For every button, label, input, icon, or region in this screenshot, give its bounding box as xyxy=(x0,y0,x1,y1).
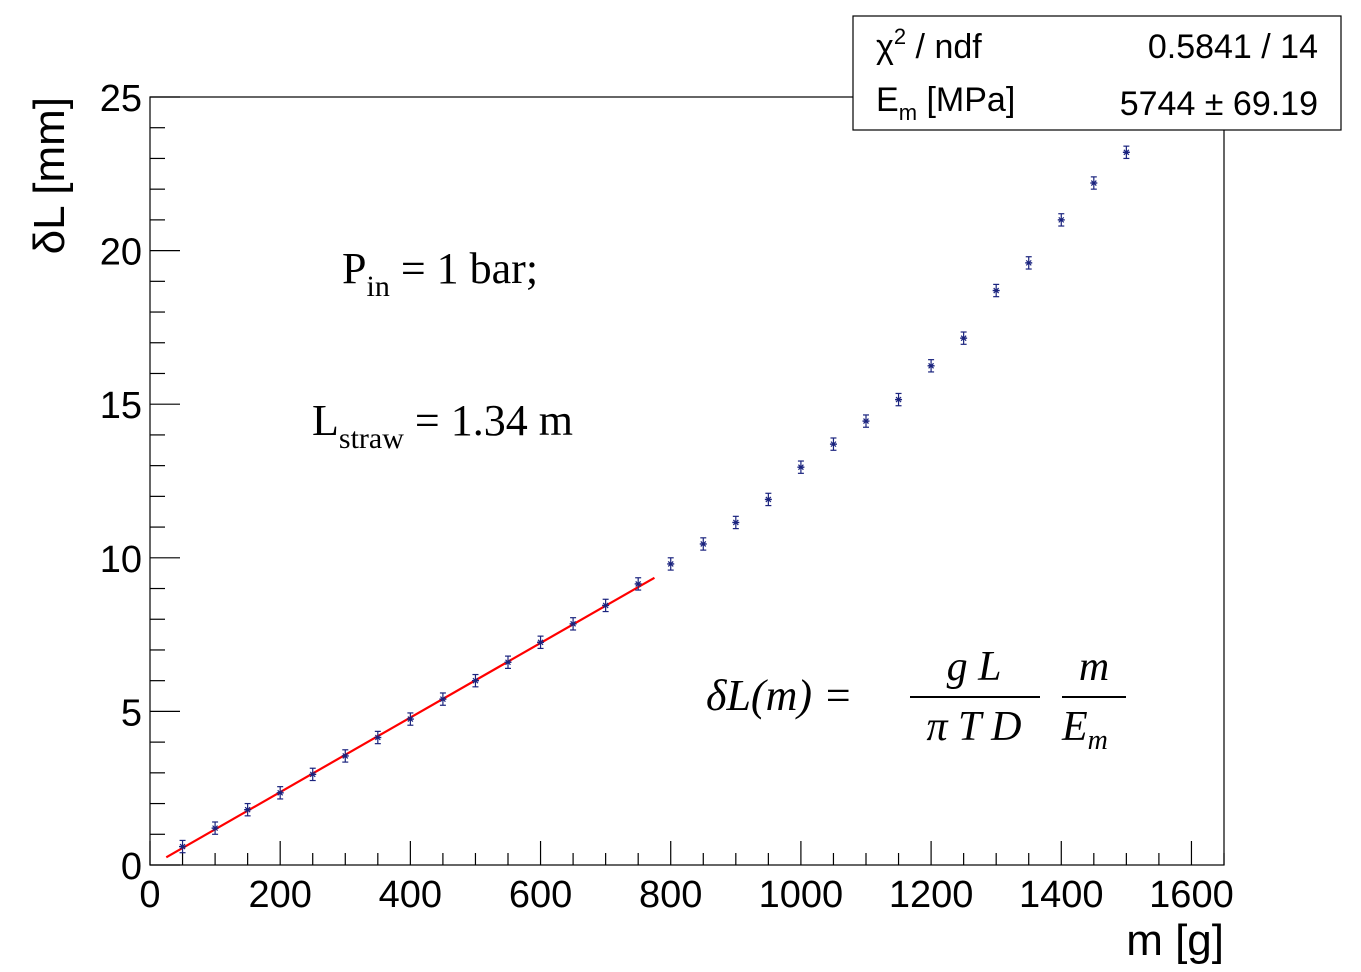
marker-d2 xyxy=(537,639,544,646)
data-point xyxy=(341,749,349,763)
data-point xyxy=(1122,145,1130,160)
stats-box: χ2 / ndf 0.5841 / 14 Em [MPa] 5744 ± 69.… xyxy=(852,15,1342,131)
marker-d2 xyxy=(1090,180,1097,186)
formula-numerator-2: m xyxy=(1079,644,1109,690)
marker-d2 xyxy=(244,806,251,813)
formula-numerator-1: g L xyxy=(947,644,1002,690)
x-tick-label: 1400 xyxy=(1019,874,1104,916)
y-tick-label: 25 xyxy=(100,78,142,120)
formula-denominator-1: π T D xyxy=(927,704,1022,750)
data-point xyxy=(276,786,284,800)
x-tick-label: 1200 xyxy=(889,874,974,916)
marker-d2 xyxy=(342,753,349,759)
y-axis-title: δL [mm] xyxy=(25,97,74,254)
marker-d2 xyxy=(960,335,967,342)
axes: 0 200 400 600 800 1000 1200 1400 1600 0 5 10 15 20 25 xyxy=(100,78,1234,916)
data-point xyxy=(179,839,187,854)
x-tick-label: 200 xyxy=(248,874,311,916)
marker-d2 xyxy=(309,771,316,778)
x-tick-label: 1000 xyxy=(759,874,844,916)
x-tick-label: 1600 xyxy=(1149,874,1234,916)
marker-d2 xyxy=(895,396,902,403)
stats-chi2-value: 0.5841 / 14 xyxy=(1148,28,1318,66)
y-tick-label: 10 xyxy=(100,539,142,581)
marker-d2 xyxy=(407,716,414,723)
data-point xyxy=(439,692,447,706)
marker-d2 xyxy=(505,659,511,666)
data-point xyxy=(211,821,219,835)
data-point xyxy=(764,492,772,507)
marker-d2 xyxy=(277,789,284,796)
stats-em-label: Em [MPa] xyxy=(876,81,1015,125)
stats-chi2-label: χ2 / ndf xyxy=(876,24,982,66)
marker-d2 xyxy=(993,287,1000,294)
stats-box-frame xyxy=(852,15,1342,131)
x-tick-label: 0 xyxy=(139,874,160,916)
marker-d2 xyxy=(732,519,739,526)
data-point xyxy=(309,767,317,782)
marker-d2 xyxy=(830,441,837,448)
x-tick-label: 400 xyxy=(379,874,442,916)
data-point xyxy=(1057,213,1065,227)
marker-d2 xyxy=(374,734,381,741)
x-tick-label: 800 xyxy=(639,874,702,916)
y-tick-label: 15 xyxy=(100,385,142,427)
data-point xyxy=(895,392,903,407)
plot-frame xyxy=(149,96,1225,866)
data-point xyxy=(667,557,675,571)
marker-d2 xyxy=(1058,216,1065,223)
data-point xyxy=(1025,256,1033,270)
data-point xyxy=(927,359,935,373)
marker-d2 xyxy=(863,418,869,425)
stats-em-value: 5744 ± 69.19 xyxy=(1120,85,1318,123)
data-point xyxy=(732,515,740,530)
y-tick-label: 5 xyxy=(121,692,142,734)
y-tick-label: 20 xyxy=(100,232,142,274)
marker-d2 xyxy=(439,696,446,703)
data-point xyxy=(537,635,545,650)
data-point xyxy=(374,730,382,745)
data-point xyxy=(471,673,479,688)
annotation-length: Lstraw = 1.34 m xyxy=(312,396,573,455)
data-points xyxy=(179,145,1130,854)
data-point xyxy=(829,437,837,451)
data-point xyxy=(406,712,414,726)
data-point xyxy=(569,617,577,631)
data-point xyxy=(960,331,968,345)
marker-d2 xyxy=(700,541,707,547)
marker-d2 xyxy=(797,464,804,471)
x-tick-label: 600 xyxy=(509,874,572,916)
marker-d2 xyxy=(1123,149,1130,156)
data-point xyxy=(244,802,252,817)
marker-d2 xyxy=(602,602,609,609)
marker-d2 xyxy=(667,561,674,567)
marker-d2 xyxy=(765,496,772,503)
annotation-pressure: Pin = 1 bar; xyxy=(342,244,538,303)
marker-d2 xyxy=(472,677,479,684)
formula-denominator-2: Em xyxy=(1061,704,1108,756)
data-point xyxy=(634,577,642,591)
data-point xyxy=(862,414,870,428)
marker-d2 xyxy=(635,580,642,587)
data-point xyxy=(699,537,707,551)
marker-d2 xyxy=(179,843,186,850)
x-axis-title: m [g] xyxy=(1126,916,1224,965)
data-point xyxy=(504,655,512,669)
data-point xyxy=(602,598,610,613)
marker-d2 xyxy=(928,362,935,369)
data-point xyxy=(1090,176,1098,190)
data-point xyxy=(992,283,1000,298)
marker-d2 xyxy=(1025,259,1032,266)
marker-d2 xyxy=(212,825,219,832)
formula-lhs: δL(m) = xyxy=(706,671,853,720)
marker-d2 xyxy=(570,620,577,627)
y-tick-label: 0 xyxy=(121,846,142,888)
fit-formula: δL(m) = g L π T D m Em xyxy=(706,644,1126,756)
data-point xyxy=(797,460,805,474)
